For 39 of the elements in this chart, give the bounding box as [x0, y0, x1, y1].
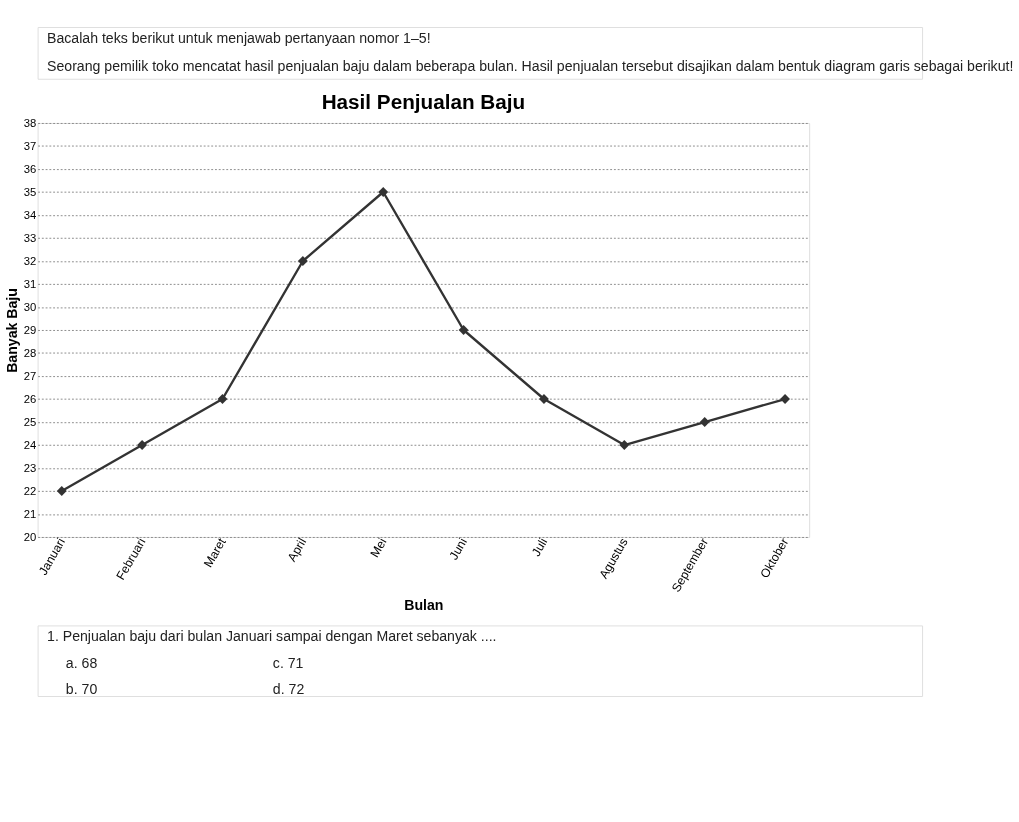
- text: b. 70: [65, 681, 98, 698]
- y-tick-label: 28: [23, 347, 37, 360]
- point: [619, 440, 630, 450]
- x-tick-label: Juli: [528, 535, 551, 559]
- y-tick-label: 37: [23, 140, 37, 153]
- point: [458, 325, 469, 335]
- x-axis-title: Bulan: [404, 596, 444, 613]
- y-tick-label: 34: [23, 209, 37, 222]
- point: [137, 440, 148, 450]
- y-tick-label: 38: [23, 117, 37, 130]
- y-tick-label: 23: [23, 462, 37, 475]
- text: d. 72: [272, 681, 305, 698]
- point: [297, 256, 308, 266]
- text: Seorang pemilik toko mencatat hasil penjualan baju dalam beberapa bulan. Hasil penjualan tersebut disajikan dalam bentuk diagram garis sebagai berikut!: [47, 58, 1014, 75]
- y-tick-label: 30: [23, 301, 37, 314]
- y-tick-label: 32: [23, 255, 37, 268]
- y-axis-title: Banyak Baju: [4, 288, 21, 373]
- y-tick-label: 24: [23, 439, 37, 452]
- y-tick-label: 31: [23, 278, 37, 291]
- point: [217, 394, 228, 404]
- point: [780, 394, 790, 404]
- point: [56, 486, 67, 496]
- y-tick-label: 29: [23, 324, 37, 337]
- text: Bacalah teks berikut untuk menjawab pertanyaan nomor 1–5!: [47, 30, 431, 47]
- point: [378, 187, 389, 197]
- y-tick-label: 21: [23, 508, 37, 521]
- y-tick-label: 33: [23, 232, 37, 245]
- text: c. 71: [272, 654, 304, 671]
- y-tick-label: 20: [23, 531, 37, 544]
- point: [699, 417, 710, 427]
- text: 1. Penjualan baju dari bulan Januari sampai dengan Maret sebanyak ....: [47, 628, 497, 645]
- y-tick-label: 35: [23, 186, 37, 199]
- y-tick-label: 22: [23, 485, 37, 498]
- y-tick-label: 36: [23, 163, 37, 176]
- chart-title: Hasil Penjualan Baju: [321, 89, 526, 113]
- y-tick-label: 25: [23, 416, 37, 429]
- y-tick-label: 26: [23, 393, 37, 406]
- text: a. 68: [65, 654, 98, 671]
- y-tick-label: 27: [23, 370, 37, 383]
